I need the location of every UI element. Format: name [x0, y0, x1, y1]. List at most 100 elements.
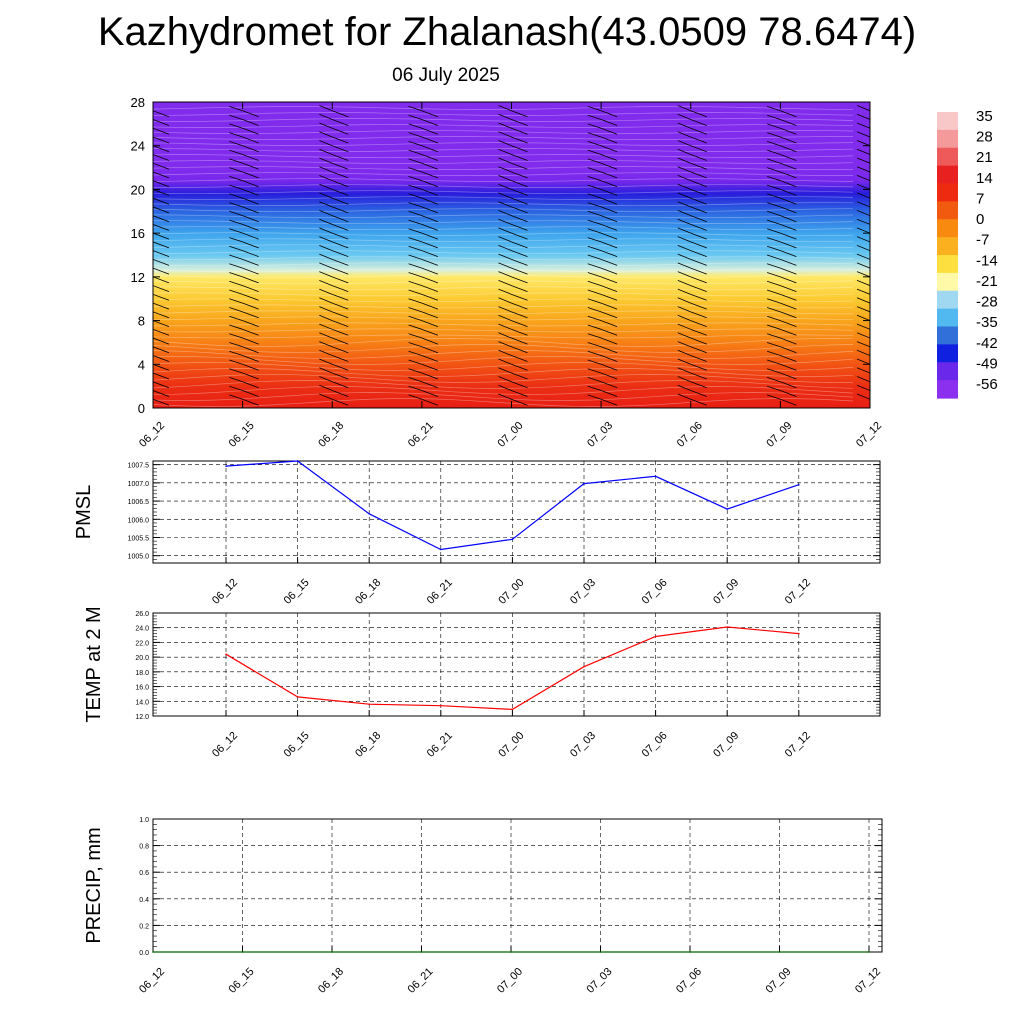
pmsl-panel-data-point — [798, 483, 800, 486]
wind-barb-feather — [869, 373, 870, 374]
wind-barb-feather — [153, 293, 170, 301]
wind-barb — [229, 359, 243, 365]
wind-barb — [766, 298, 781, 304]
colorbar-label: 28 — [976, 129, 993, 146]
wind-barb-feather — [332, 154, 349, 161]
wind-barb — [498, 314, 512, 321]
wind-barb — [856, 376, 870, 383]
temp-panel-xtick-label: 07_03 — [568, 730, 598, 760]
wind-barb-feather — [511, 398, 528, 406]
wind-barb — [229, 289, 243, 295]
wind-barb — [856, 227, 870, 234]
wind-barb-feather — [600, 119, 618, 126]
wind-barb-feather — [242, 320, 259, 327]
heatmap-ytick-label: 16 — [131, 226, 145, 241]
wind-barb — [153, 398, 154, 400]
wind-barb — [229, 141, 243, 147]
precip-panel-data-point — [868, 951, 870, 953]
wind-barb — [319, 131, 333, 138]
wind-barb-feather — [153, 145, 170, 153]
wind-barb — [856, 192, 870, 199]
wind-barb-feather — [869, 154, 870, 155]
isotherm-group — [153, 106, 854, 407]
wind-barb — [766, 377, 781, 383]
wind-barb-feather — [869, 215, 870, 217]
wind-barb — [153, 171, 154, 172]
precip-panel-data-point — [778, 951, 781, 953]
wind-barb — [319, 271, 333, 278]
wind-barb — [587, 385, 602, 391]
wind-barb-feather — [153, 180, 170, 188]
wind-barb-feather — [421, 250, 439, 257]
wind-barb-feather — [242, 302, 259, 310]
wind-barb — [856, 288, 870, 295]
wind-barb — [766, 193, 781, 199]
wind-barb-feather — [511, 154, 528, 161]
wind-barb — [498, 323, 512, 330]
wind-barb — [408, 219, 422, 225]
temp-panel-frame — [152, 612, 881, 717]
wind-barb — [766, 368, 781, 374]
wind-barb-feather — [332, 293, 349, 301]
wind-barb — [856, 218, 870, 225]
wind-barb — [587, 193, 602, 199]
precip-panel-xtick-label: 06_18 — [316, 966, 346, 996]
wind-barb — [766, 123, 781, 129]
wind-barb-feather — [153, 250, 170, 257]
wind-barb — [229, 202, 243, 208]
wind-barb-feather — [600, 127, 618, 135]
colorbar-label: 0 — [976, 211, 984, 228]
wind-barb — [677, 122, 691, 129]
isotherm-line — [153, 196, 854, 201]
wind-barb-feather — [869, 303, 870, 304]
wind-barb — [153, 250, 154, 251]
pmsl-panel-xtick-label: 07_06 — [640, 577, 670, 607]
wind-barb — [587, 237, 602, 243]
wind-barb-feather — [869, 110, 870, 112]
wind-barb-feather — [242, 276, 259, 284]
wind-barb — [677, 227, 691, 234]
isotherm-line — [153, 208, 854, 213]
wind-barb — [856, 280, 870, 286]
wind-barb-feather — [332, 398, 349, 406]
wind-barb — [587, 184, 602, 190]
wind-barb-group — [153, 105, 870, 406]
wind-barb — [587, 114, 602, 120]
wind-barb — [319, 218, 333, 225]
wind-barb — [408, 385, 422, 391]
colorbar-swatch — [937, 129, 958, 149]
wind-barb — [408, 176, 422, 182]
wind-barb-feather — [421, 328, 439, 336]
temp-panel-xtick-label: 07_06 — [640, 730, 670, 760]
wind-barb-feather — [780, 355, 797, 362]
colorbar-swatch — [937, 219, 958, 238]
wind-barb — [677, 262, 691, 269]
heatmap-xtick-label: 07_03 — [585, 420, 615, 450]
wind-barb-feather — [690, 381, 707, 389]
wind-barb-feather — [153, 302, 170, 310]
temp-panel-data-point — [798, 632, 800, 635]
wind-barb-feather — [869, 364, 870, 365]
wind-barb-feather — [153, 258, 170, 266]
wind-barb — [766, 245, 781, 252]
wind-barb — [498, 122, 512, 129]
temp-panel-xtick-label: 06_18 — [353, 730, 383, 760]
wind-barb — [319, 157, 333, 164]
wind-barb-feather — [511, 355, 528, 362]
isotherm-line — [153, 106, 854, 110]
wind-barb-feather — [690, 337, 707, 345]
wind-barb-feather — [511, 215, 528, 223]
wind-barb — [498, 210, 512, 217]
wind-barb-feather — [869, 381, 870, 383]
wind-barb-feather — [600, 276, 618, 284]
temp-panel-xtick-label: 07_00 — [496, 730, 526, 760]
wind-barb-feather — [511, 285, 528, 292]
colorbar-swatch — [937, 326, 958, 345]
wind-barb — [856, 245, 870, 251]
wind-barb — [229, 123, 243, 129]
wind-barb-feather — [600, 311, 618, 319]
wind-barb — [153, 355, 154, 356]
wind-barb-feather — [332, 171, 349, 179]
wind-barb-feather — [600, 145, 618, 153]
wind-barb — [229, 132, 243, 138]
